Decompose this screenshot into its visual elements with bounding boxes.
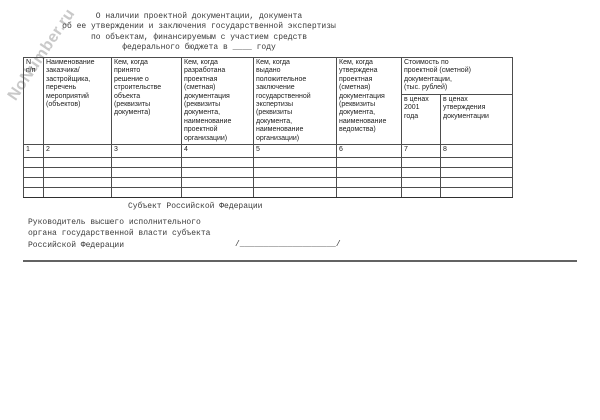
table-cell-empty: [401, 187, 441, 199]
table-cell-empty: [336, 187, 402, 199]
table-cell-empty: [253, 187, 337, 199]
table-row-empty: [23, 167, 514, 179]
header-cell-cost-group: Стоимость по проектной (сметной) докумен…: [400, 57, 514, 95]
table-cell-empty: [181, 167, 254, 179]
signatory-line-2: органа государственной власти субъекта: [28, 229, 211, 239]
column-number-8: 8: [439, 144, 514, 159]
project-documentation-table: N п/п Наименование заказчика/ застройщик…: [23, 56, 514, 199]
table-cell-empty: [439, 187, 514, 199]
table-cell-empty: [253, 157, 337, 169]
signature-placeholder: /____________________/: [235, 240, 341, 249]
table-cell-empty: [43, 177, 112, 189]
table-cell-empty: [336, 157, 402, 169]
column-number-1: 1: [23, 144, 44, 159]
column-number-6: 6: [336, 144, 402, 159]
table-cell-empty: [23, 177, 44, 189]
column-number-4: 4: [181, 144, 254, 159]
table-cell-empty: [23, 167, 44, 179]
table-cell-empty: [439, 177, 514, 189]
document-title: О наличии проектной документации, докуме…: [60, 12, 338, 54]
table-header-row-sub: в ценах 2001 года в ценах утверждения до…: [24, 93, 514, 146]
table-row-empty: [23, 177, 514, 189]
table-cell-empty: [401, 157, 441, 169]
table-cell-empty: [111, 187, 182, 199]
table-cell-empty: [43, 157, 112, 169]
table-cell-empty: [23, 187, 44, 199]
title-line-1: О наличии проектной документации, докуме…: [95, 12, 303, 21]
table-row-empty: [23, 187, 514, 199]
table-cell-empty: [336, 177, 402, 189]
table-cell-empty: [181, 177, 254, 189]
table-cell-empty: [253, 167, 337, 179]
header-cell-documentation-approved: Кем, когда утверждена проектная (сметная…: [336, 56, 402, 146]
signatory-line-3: Российской Федерации: [28, 240, 125, 250]
table-cell-empty: [401, 177, 441, 189]
bottom-divider-line: [23, 260, 577, 262]
column-number-7: 7: [401, 144, 441, 159]
header-cell-construction-decision: Кем, когда принято решение о строительст…: [111, 56, 182, 146]
table-cell-empty: [439, 157, 514, 169]
table-header-row-top: N п/п Наименование заказчика/ застройщик…: [23, 56, 514, 146]
column-number-row: 1 2 3 4 5 6 7 8: [23, 144, 514, 159]
header-cell-documentation-developed: Кем, когда разработана проектная (сметна…: [181, 56, 254, 146]
column-number-5: 5: [253, 144, 337, 159]
table-cell-empty: [23, 157, 44, 169]
table-cell-empty: [111, 167, 182, 179]
header-cell-npp: N п/п: [23, 56, 44, 146]
title-line-2: об ее утверждении и заключения государст…: [62, 22, 336, 32]
header-cell-customer: Наименование заказчика/ застройщика, пер…: [43, 56, 112, 146]
table-cell-empty: [111, 157, 182, 169]
table-cell-empty: [181, 187, 254, 199]
column-number-3: 3: [111, 144, 182, 159]
table-cell-empty: [253, 177, 337, 189]
table-cell-empty: [43, 187, 112, 199]
header-cell-prices-approval: в ценах утверждения документации: [439, 93, 514, 146]
table-cell-empty: [336, 167, 402, 179]
table-cell-empty: [43, 167, 112, 179]
table-cell-empty: [111, 177, 182, 189]
table-cell-empty: [401, 167, 441, 179]
table-row-empty: [23, 157, 514, 169]
signatory-line-1: Руководитель высшего исполнительного: [28, 218, 201, 227]
title-line-3: по объектам, финансируемым с участием ср…: [90, 32, 308, 42]
header-cell-prices-2001: в ценах 2001 года: [401, 93, 441, 146]
header-cell-state-expertise: Кем, когда выдано положительное заключен…: [253, 56, 337, 146]
table-cell-empty: [181, 157, 254, 169]
signatory-title-block: Руководитель высшего исполнительного орг…: [28, 217, 210, 251]
subject-of-federation-label: Субъект Российской Федерации: [128, 202, 263, 211]
table-cell-empty: [439, 167, 514, 179]
title-line-4: федерального бюджета в ____ году: [122, 43, 276, 53]
column-number-2: 2: [43, 144, 112, 159]
